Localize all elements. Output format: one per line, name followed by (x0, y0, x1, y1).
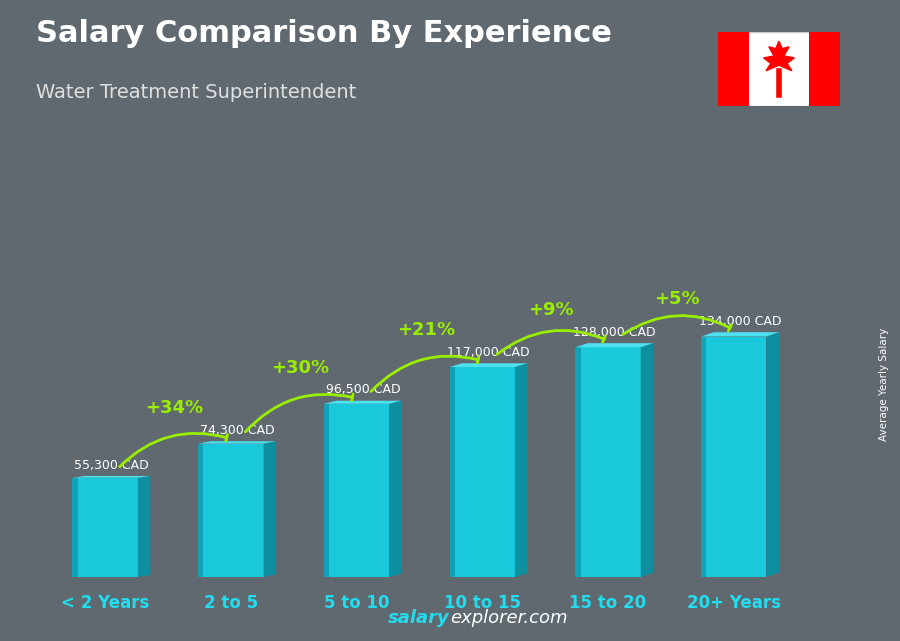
Text: 96,500 CAD: 96,500 CAD (326, 383, 400, 396)
Bar (198, 444, 203, 577)
Bar (73, 478, 138, 577)
Polygon shape (575, 343, 653, 347)
Text: Water Treatment Superintendent: Water Treatment Superintendent (36, 83, 356, 103)
Bar (718, 32, 749, 106)
Bar (701, 337, 767, 577)
Bar (809, 32, 840, 106)
Polygon shape (767, 332, 779, 577)
Text: 55,300 CAD: 55,300 CAD (74, 458, 148, 472)
Polygon shape (324, 401, 401, 404)
Text: 74,300 CAD: 74,300 CAD (200, 424, 274, 437)
Bar (198, 444, 264, 577)
Text: Average Yearly Salary: Average Yearly Salary (878, 328, 889, 441)
Text: +9%: +9% (528, 301, 574, 319)
Text: salary: salary (388, 609, 450, 627)
Text: +30%: +30% (271, 359, 329, 377)
Bar (324, 404, 329, 577)
Bar (450, 367, 454, 577)
Bar (450, 367, 515, 577)
Polygon shape (264, 441, 276, 577)
Text: 128,000 CAD: 128,000 CAD (573, 326, 655, 339)
Bar (575, 347, 641, 577)
Bar (701, 337, 706, 577)
Text: +34%: +34% (145, 399, 203, 417)
Bar (324, 404, 390, 577)
Polygon shape (515, 363, 527, 577)
Text: Salary Comparison By Experience: Salary Comparison By Experience (36, 19, 612, 48)
Text: +21%: +21% (397, 321, 454, 339)
Bar (575, 347, 580, 577)
Bar (73, 478, 77, 577)
Polygon shape (198, 441, 276, 444)
Polygon shape (450, 363, 527, 367)
Polygon shape (701, 332, 779, 337)
Polygon shape (138, 476, 150, 577)
Text: explorer.com: explorer.com (450, 609, 568, 627)
Polygon shape (641, 343, 653, 577)
Polygon shape (73, 476, 150, 478)
Text: +5%: +5% (654, 290, 700, 308)
Polygon shape (763, 41, 795, 71)
Polygon shape (390, 401, 401, 577)
Text: 134,000 CAD: 134,000 CAD (698, 315, 781, 328)
Text: 117,000 CAD: 117,000 CAD (447, 346, 530, 359)
